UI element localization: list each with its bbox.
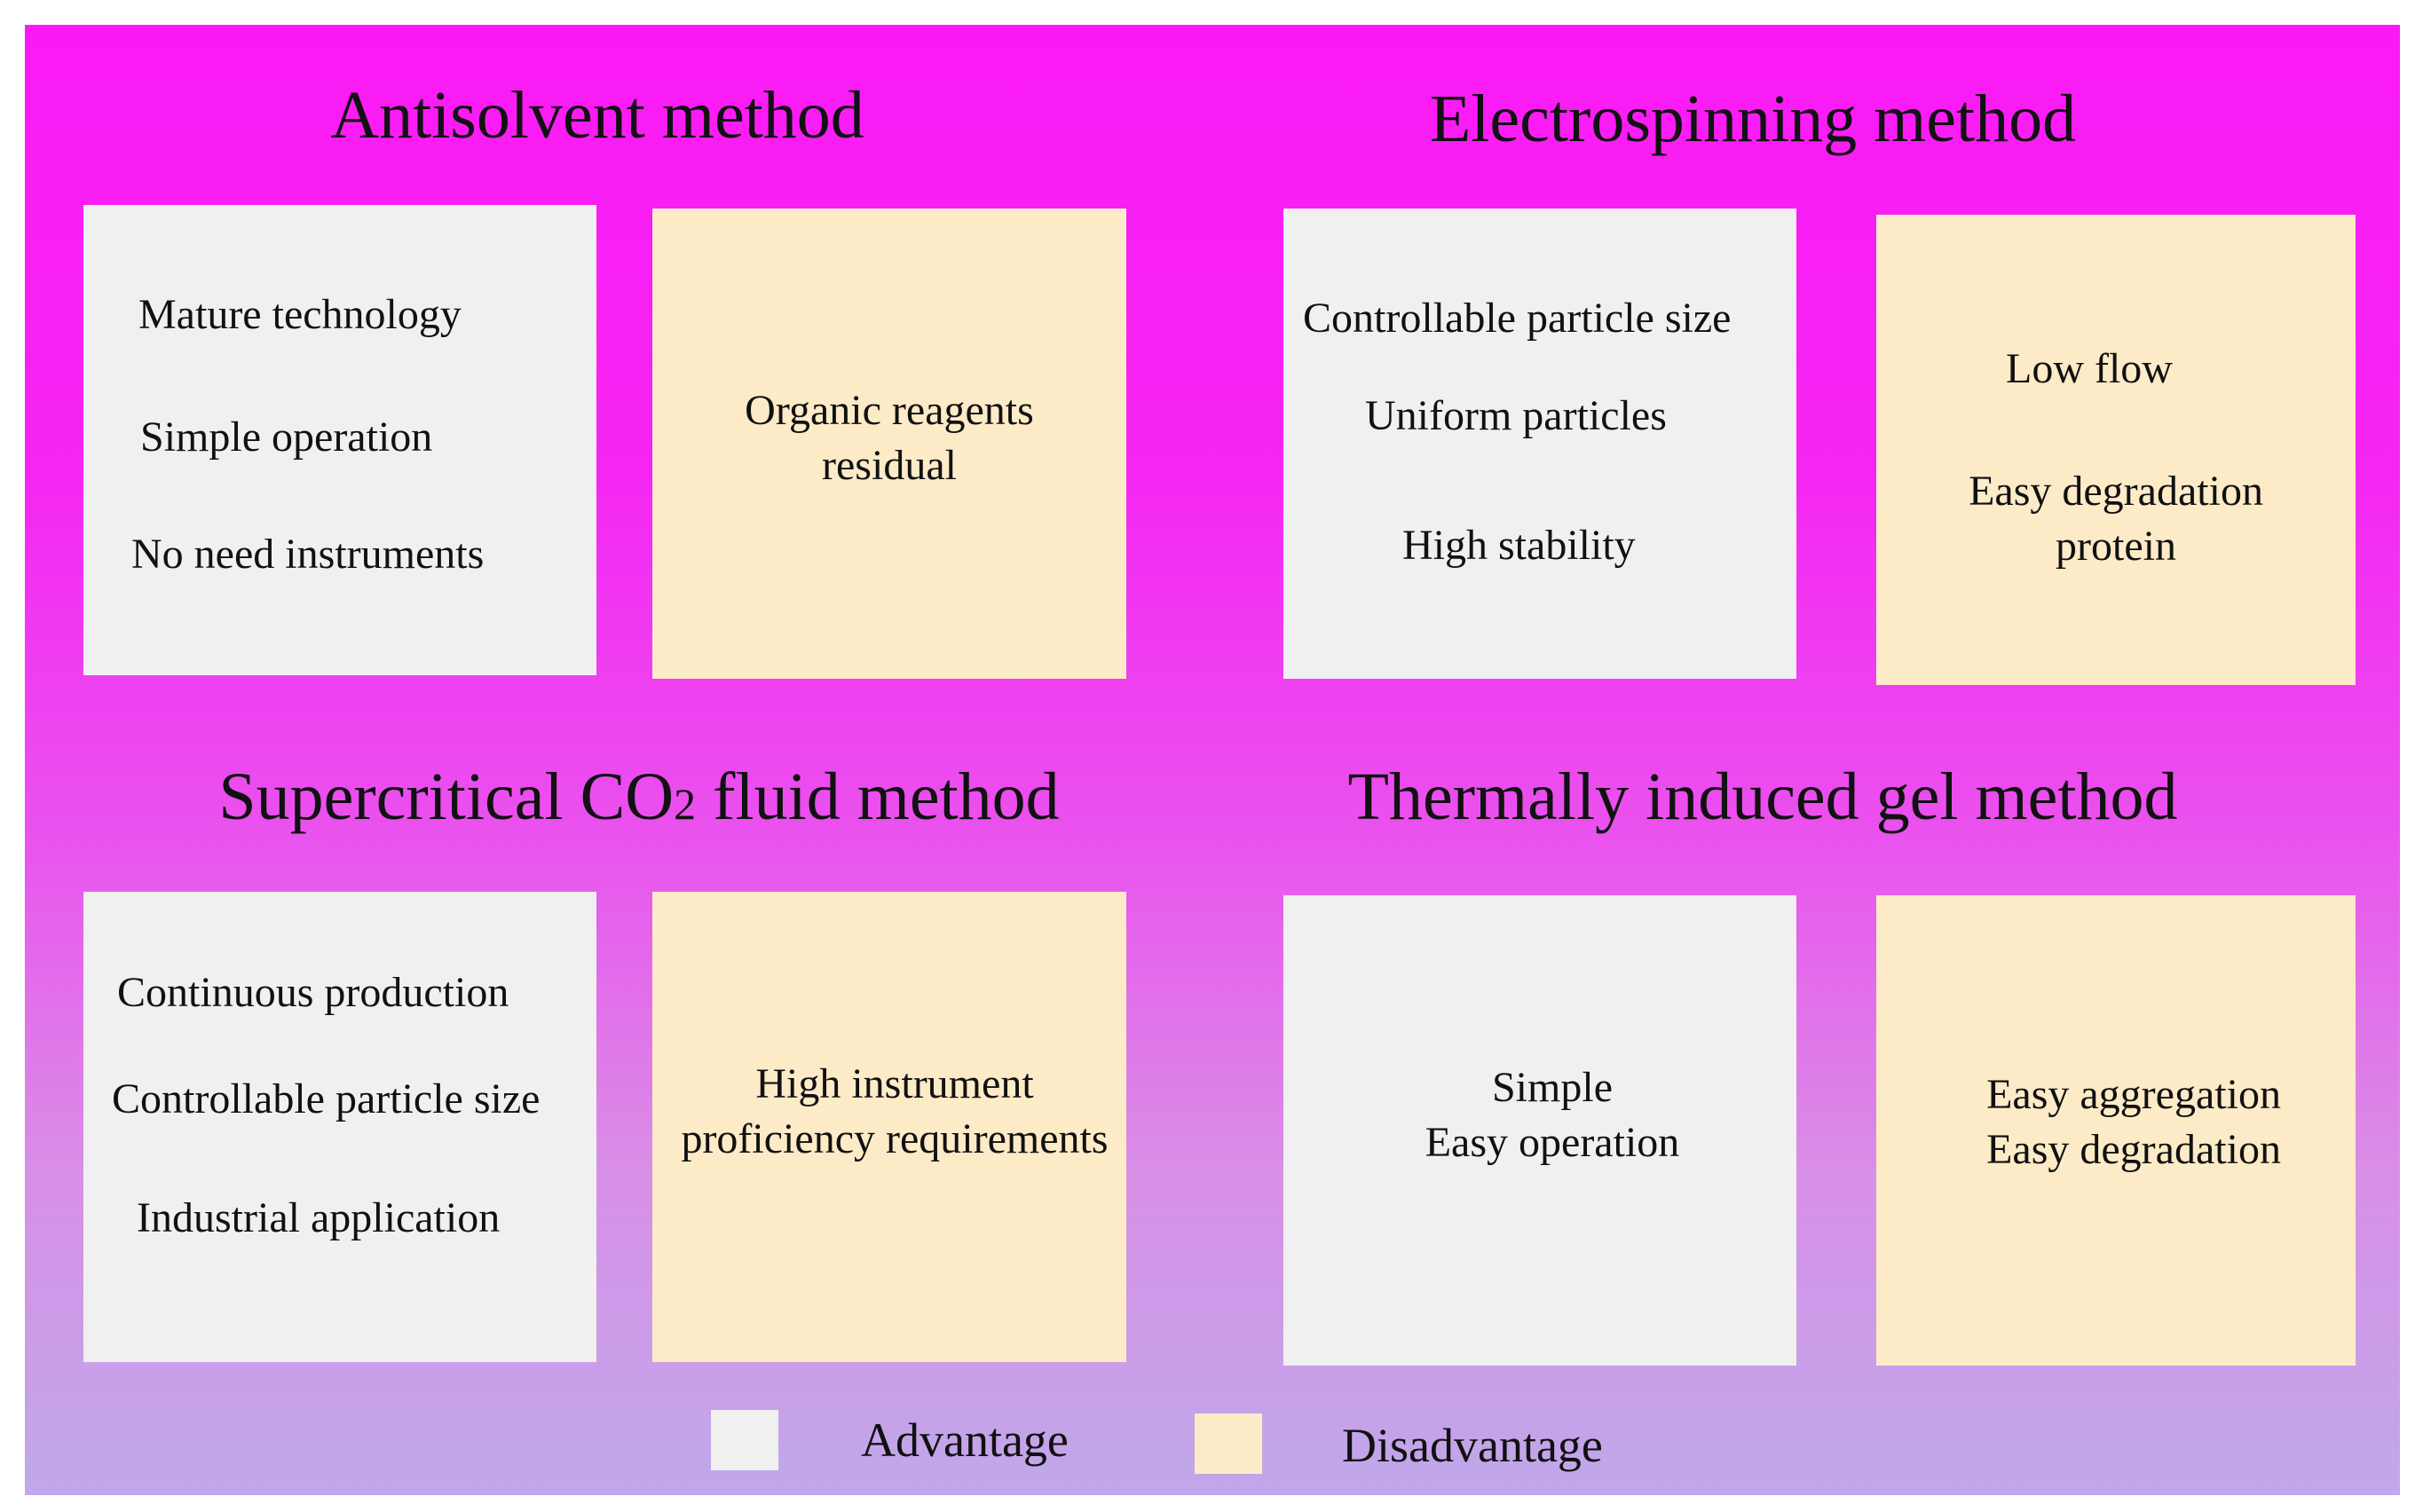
disadvantage-item: Low flow bbox=[2006, 345, 2173, 392]
disadvantage-item: proficiency requirements bbox=[681, 1115, 1109, 1162]
advantage-item: Simple operation bbox=[140, 413, 433, 461]
supercritical-title-prefix: Supercritical CO bbox=[218, 760, 675, 834]
supercritical-title-suffix: fluid method bbox=[696, 760, 1060, 834]
disadvantage-item: residual bbox=[822, 442, 957, 489]
disadvantage-item: High instrument bbox=[755, 1060, 1034, 1107]
advantage-item: No need instruments bbox=[131, 531, 485, 578]
supercritical-disadvantage-box: High instrument proficiency requirements bbox=[652, 892, 1126, 1362]
diagram-background: Antisolvent method Mature technology Sim… bbox=[25, 25, 2400, 1495]
advantage-item: Uniform particles bbox=[1365, 392, 1667, 439]
legend-advantage-swatch bbox=[711, 1410, 778, 1470]
advantage-item: Industrial application bbox=[137, 1194, 501, 1241]
disadvantage-item: protein bbox=[2056, 523, 2176, 570]
thermal-title: Thermally induced gel method bbox=[1347, 760, 2178, 834]
advantage-item: Controllable particle size bbox=[1303, 295, 1732, 342]
legend-disadvantage-label: Disadvantage bbox=[1342, 1419, 1603, 1472]
disadvantage-item: Easy degradation bbox=[1986, 1126, 2281, 1173]
advantage-item: Continuous production bbox=[117, 969, 509, 1016]
supercritical-title-subscript: 2 bbox=[674, 779, 697, 829]
antisolvent-title: Antisolvent method bbox=[330, 78, 864, 153]
supercritical-advantage-box: Continuous production Controllable parti… bbox=[83, 892, 596, 1362]
electrospinning-advantage-box: Controllable particle size Uniform parti… bbox=[1283, 209, 1796, 679]
disadvantage-item: Easy degradation bbox=[1969, 468, 2263, 515]
thermal-disadvantage-box: Easy aggregation Easy degradation bbox=[1876, 895, 2356, 1366]
electrospinning-title: Electrospinning method bbox=[1429, 82, 2077, 156]
advantage-item: High stability bbox=[1402, 522, 1636, 569]
disadvantage-item: Easy aggregation bbox=[1986, 1071, 2281, 1118]
advantage-item: Easy operation bbox=[1425, 1119, 1680, 1166]
electrospinning-disadvantage-box: Low flow Easy degradation protein bbox=[1876, 215, 2356, 685]
disadvantage-item: Organic reagents bbox=[745, 387, 1034, 434]
antisolvent-disadvantage-box: Organic reagents residual bbox=[652, 209, 1126, 679]
advantage-item: Simple bbox=[1491, 1064, 1613, 1111]
supercritical-title: Supercritical CO2 fluid method bbox=[195, 763, 1083, 831]
antisolvent-advantage-box: Mature technology Simple operation No ne… bbox=[83, 205, 596, 675]
legend-advantage-label: Advantage bbox=[861, 1414, 1069, 1467]
advantage-item: Controllable particle size bbox=[112, 1075, 541, 1122]
legend-disadvantage-swatch bbox=[1195, 1414, 1262, 1474]
thermal-advantage-box: Simple Easy operation bbox=[1283, 895, 1796, 1366]
advantage-item: Mature technology bbox=[138, 291, 462, 338]
